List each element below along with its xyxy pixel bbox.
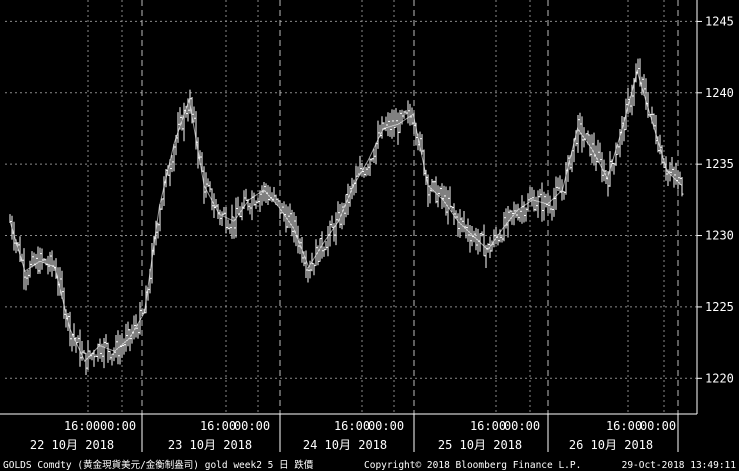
y-tick-label: 1220: [705, 371, 734, 385]
y-tick-label: 1240: [705, 86, 734, 100]
x-day-label: 26 10月 2018: [569, 438, 653, 452]
x-time-label: 00:00: [100, 419, 136, 433]
x-time-label: 00:00: [368, 419, 404, 433]
x-time-label: 16:00: [606, 419, 642, 433]
y-tick-label: 1230: [705, 229, 734, 243]
x-time-label: 00:00: [234, 419, 270, 433]
footer-ticker: GOLDS Comdty (黄金現貨美元/金衡制盎司) gold week2 5…: [3, 459, 314, 471]
x-day-label: 23 10月 2018: [168, 438, 252, 452]
y-tick-label: 1245: [705, 14, 734, 28]
footer-timestamp: 29-Oct-2018 13:49:11: [622, 460, 737, 471]
y-tick-label: 1235: [705, 157, 734, 171]
x-time-label: 16:00: [64, 419, 100, 433]
x-time-label: 16:00: [470, 419, 506, 433]
x-time-label: 16:00: [200, 419, 236, 433]
price-line: [9, 69, 683, 363]
x-time-label: 16:00: [334, 419, 370, 433]
x-time-label: 00:00: [640, 419, 676, 433]
x-day-label: 24 10月 2018: [303, 438, 387, 452]
y-tick-labels: 1220 1225 1230 1235 1240 1245: [697, 14, 734, 385]
y-tick-label: 1225: [705, 300, 734, 314]
footer: GOLDS Comdty (黄金現貨美元/金衡制盎司) gold week2 5…: [3, 459, 736, 471]
x-day-label: 22 10月 2018: [30, 438, 114, 452]
axes: [0, 0, 698, 415]
price-series: [9, 58, 684, 376]
x-time-label: 00:00: [504, 419, 540, 433]
grid: [5, 0, 697, 452]
footer-copyright: Copyright© 2018 Bloomberg Finance L.P.: [364, 460, 581, 471]
x-day-label: 25 10月 2018: [438, 438, 522, 452]
